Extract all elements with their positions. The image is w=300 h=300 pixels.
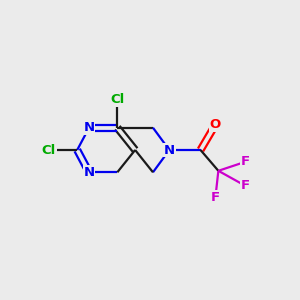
Text: F: F <box>241 179 250 192</box>
Text: N: N <box>164 143 175 157</box>
Text: F: F <box>241 155 250 168</box>
Text: O: O <box>210 118 221 131</box>
Text: F: F <box>211 191 220 204</box>
Text: Cl: Cl <box>110 93 124 106</box>
Text: N: N <box>83 166 94 179</box>
Text: N: N <box>83 121 94 134</box>
Text: Cl: Cl <box>42 143 56 157</box>
